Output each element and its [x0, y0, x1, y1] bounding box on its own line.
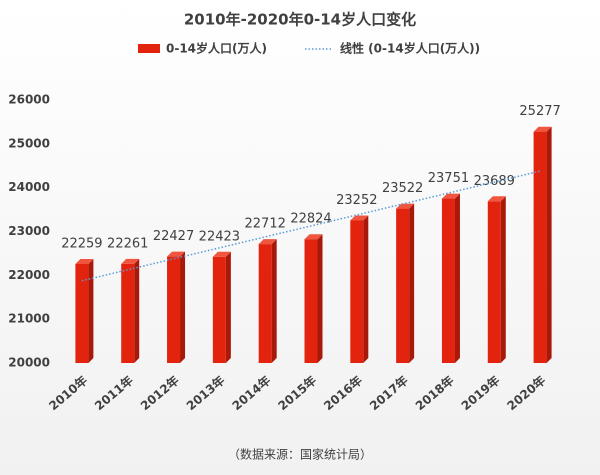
y-tick-label: 24000 — [8, 180, 50, 194]
value-label: 23252 — [336, 193, 377, 208]
value-label: 22427 — [153, 229, 194, 244]
bar-top — [533, 126, 552, 132]
y-tick-label: 21000 — [8, 312, 50, 326]
bar-top — [258, 239, 277, 245]
value-label: 23751 — [428, 171, 469, 186]
legend-label: 0-14岁人口(万人) — [166, 41, 267, 56]
bar — [212, 256, 226, 363]
value-label: 22423 — [199, 229, 240, 244]
bar-side — [363, 215, 369, 363]
bar-side — [225, 251, 231, 363]
y-tick-label: 22000 — [8, 268, 50, 282]
legend-label: 线性 (0-14岁人口(万人)) — [340, 41, 480, 56]
value-label: 22712 — [245, 217, 286, 232]
bar — [75, 263, 89, 363]
bar-side — [317, 234, 323, 363]
bar-top — [487, 196, 506, 202]
chart-title: 2010年-2020年0-14岁人口变化 — [184, 11, 416, 29]
bar-top — [396, 203, 415, 209]
bar-side — [500, 196, 506, 363]
bar — [258, 244, 272, 363]
bar — [350, 220, 364, 363]
bar-top — [212, 251, 231, 257]
bar — [121, 263, 135, 363]
y-tick-label: 26000 — [8, 93, 50, 107]
bar — [167, 256, 181, 363]
bar-side — [546, 126, 552, 363]
value-label: 22259 — [61, 236, 102, 251]
bar-side — [454, 193, 460, 363]
trendline — [81, 170, 541, 282]
bar-top — [441, 193, 460, 199]
bar-top — [304, 234, 323, 240]
bar-side — [271, 239, 277, 363]
y-tick-label: 23000 — [8, 224, 50, 238]
legend-swatch — [138, 44, 160, 53]
bar-top — [350, 215, 369, 221]
value-label: 23689 — [474, 174, 515, 189]
y-tick-label: 25000 — [8, 136, 50, 150]
bar-side — [88, 258, 94, 363]
bar — [533, 131, 547, 363]
bar — [441, 198, 455, 363]
bar-side — [409, 203, 415, 363]
value-label: 22261 — [107, 236, 148, 251]
value-label: 25277 — [519, 104, 560, 119]
bar-side — [180, 251, 186, 363]
bar-top — [121, 258, 140, 264]
value-label: 23522 — [382, 181, 423, 196]
bar — [396, 208, 410, 363]
source-note: （数据来源：国家统计局） — [228, 447, 372, 462]
bar — [304, 239, 318, 363]
bar — [487, 201, 501, 363]
bar-side — [134, 258, 140, 363]
y-tick-label: 20000 — [8, 356, 50, 370]
bar-top — [75, 258, 94, 264]
bar-top — [167, 251, 186, 257]
value-label: 22824 — [290, 212, 331, 227]
